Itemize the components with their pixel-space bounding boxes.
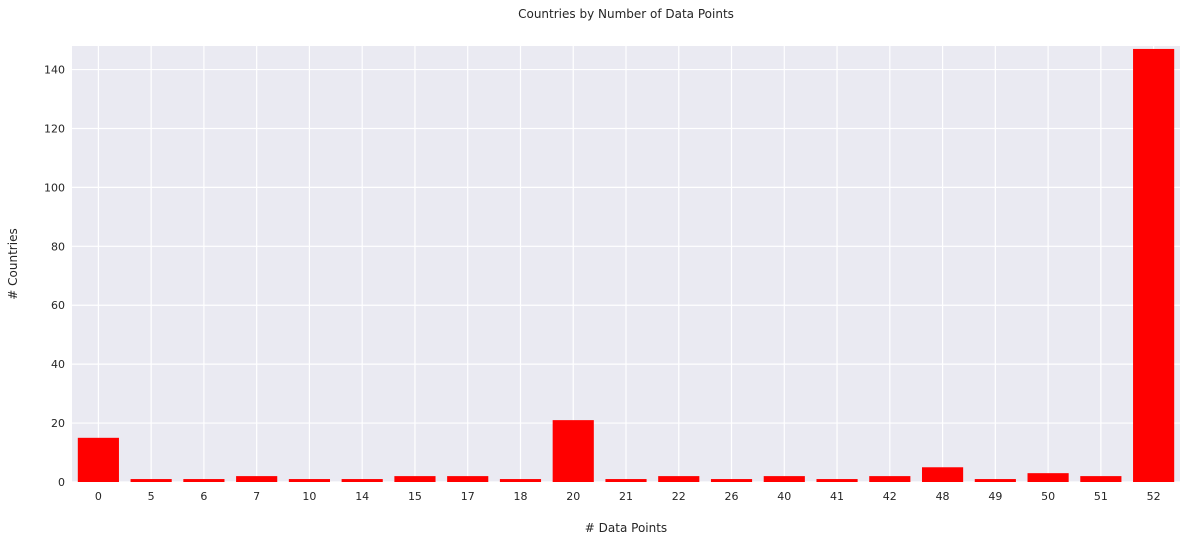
x-tick-label: 22	[672, 490, 686, 503]
bar-7	[236, 476, 278, 482]
x-tick-label: 15	[408, 490, 422, 503]
bar-52	[1133, 48, 1175, 482]
bar-15	[394, 476, 436, 482]
bar-42	[869, 476, 911, 482]
bar-0	[77, 437, 119, 482]
bar-41	[816, 479, 858, 482]
bars	[77, 48, 1175, 482]
y-tick-label: 60	[51, 299, 65, 312]
y-tick-label: 80	[51, 240, 65, 253]
bar-22	[658, 476, 700, 482]
bar-40	[763, 476, 805, 482]
y-tick-label: 140	[44, 64, 65, 77]
x-tick-label: 0	[95, 490, 102, 503]
bar-49	[974, 479, 1016, 482]
x-tick-label: 49	[988, 490, 1002, 503]
x-tick-label: 51	[1094, 490, 1108, 503]
x-tick-label: 18	[513, 490, 527, 503]
y-tick-label: 40	[51, 358, 65, 371]
x-tick-label: 52	[1147, 490, 1161, 503]
x-tick-label: 50	[1041, 490, 1055, 503]
bar-14	[341, 479, 383, 482]
x-tick-labels: 0 5 6 7 10 14 15 17 18 20 21 22 26 40 41 42 48 49 50 51 52	[95, 490, 1161, 503]
x-tick-label: 21	[619, 490, 633, 503]
y-tick-label: 0	[58, 476, 65, 489]
bar-17	[447, 476, 489, 482]
bar-21	[605, 479, 647, 482]
bar-51	[1080, 476, 1122, 482]
y-tick-label: 20	[51, 417, 65, 430]
y-tick-labels: 0 20 40 60 80 100 120 140	[44, 64, 65, 489]
bar-10	[288, 479, 331, 482]
bar-48	[921, 467, 964, 482]
y-axis-label: # Countries	[6, 228, 20, 299]
bar-18	[499, 479, 542, 482]
x-tick-label: 20	[566, 490, 580, 503]
x-tick-label: 26	[725, 490, 739, 503]
x-tick-label: 40	[777, 490, 791, 503]
bar-20	[552, 420, 594, 482]
x-axis-label: # Data Points	[585, 521, 667, 535]
x-tick-label: 14	[355, 490, 369, 503]
x-tick-label: 10	[302, 490, 316, 503]
bar-6	[183, 479, 225, 482]
bar-5	[130, 479, 172, 482]
x-tick-label: 17	[461, 490, 475, 503]
y-tick-label: 120	[44, 122, 65, 135]
x-tick-label: 5	[148, 490, 155, 503]
chart-title: Countries by Number of Data Points	[518, 7, 734, 21]
y-tick-label: 100	[44, 181, 65, 194]
x-tick-label: 6	[200, 490, 207, 503]
bar-50	[1027, 473, 1069, 482]
x-tick-label: 7	[253, 490, 260, 503]
x-tick-label: 48	[936, 490, 950, 503]
x-tick-label: 42	[883, 490, 897, 503]
x-tick-label: 41	[830, 490, 844, 503]
bar-26	[710, 479, 753, 482]
grid-lines	[72, 46, 1180, 483]
